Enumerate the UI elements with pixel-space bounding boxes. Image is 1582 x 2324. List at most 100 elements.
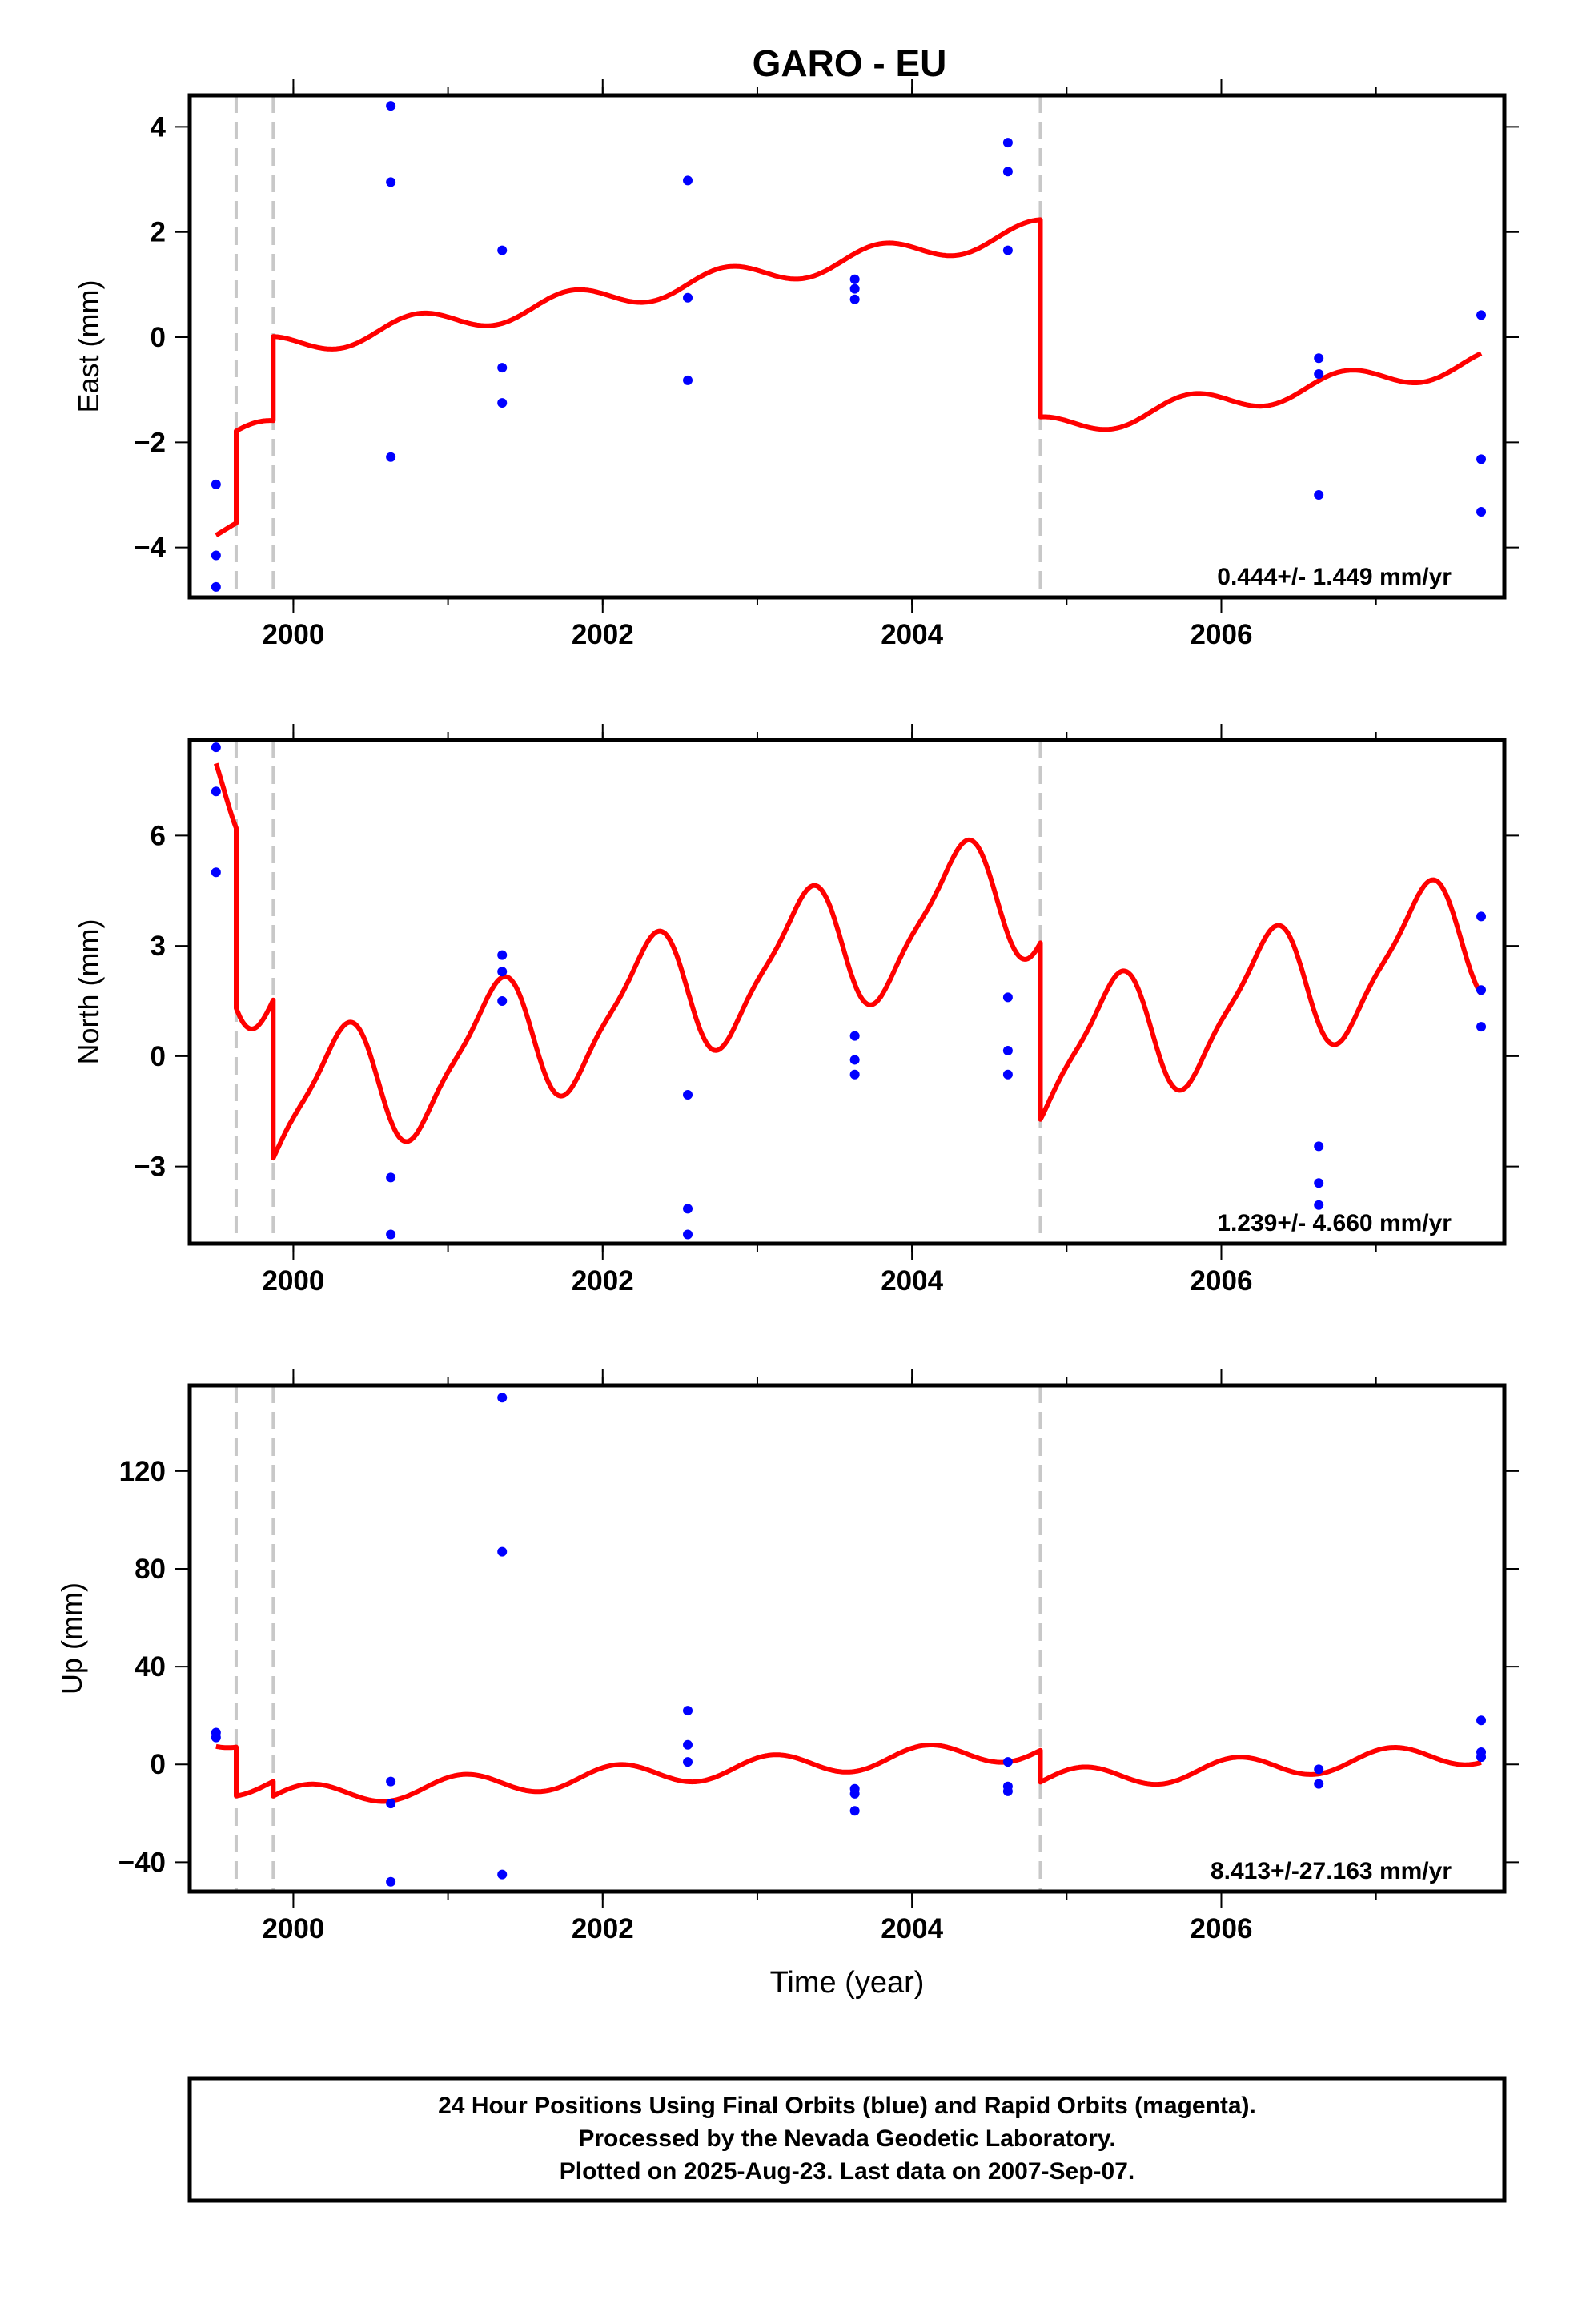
east-y-axis-label: East (mm) xyxy=(72,280,105,413)
north-xtick-label: 2004 xyxy=(881,1265,943,1297)
up-xtick-label: 2004 xyxy=(881,1913,943,1944)
east-data-point xyxy=(1476,506,1487,517)
up-plot-area xyxy=(211,1385,1487,1892)
up-data-point xyxy=(1314,1779,1324,1789)
east-data-point xyxy=(1002,167,1013,177)
north-data-point xyxy=(1314,1178,1324,1188)
panels: 2000 2002 2004 2006 −4 −2 0 2 4 0.444+/- 1.449 mm… xyxy=(55,79,1519,2000)
east-data-point xyxy=(497,363,508,373)
east-rate-label: 0.444+/- 1.449 mm/yr xyxy=(1217,564,1452,590)
north-data-point xyxy=(849,1055,860,1065)
north-frame xyxy=(187,738,1507,1246)
north-data-point xyxy=(497,950,508,960)
east-data-point xyxy=(1314,353,1324,364)
east-model-line xyxy=(215,217,1483,538)
north-data-point xyxy=(211,742,221,753)
north-data-point xyxy=(497,995,508,1006)
up-data-point xyxy=(1476,1715,1487,1726)
east-plot-area xyxy=(211,95,1487,597)
up-data-point xyxy=(1002,1786,1013,1796)
up-data-point xyxy=(683,1757,693,1767)
up-data-point xyxy=(1002,1757,1013,1767)
north-y-axis-label: North (mm) xyxy=(72,919,105,1065)
up-data-point xyxy=(497,1869,508,1880)
footer-box: 24 Hour Positions Using Final Orbits (bl… xyxy=(187,2076,1507,2203)
east-ytick-label: 0 xyxy=(151,322,166,353)
north-rate-label: 1.239+/- 4.660 mm/yr xyxy=(1217,1210,1452,1236)
north-xtick-label: 2000 xyxy=(262,1265,324,1297)
up-data-point xyxy=(386,1876,396,1887)
north-data-point xyxy=(1314,1200,1324,1210)
east-data-point xyxy=(1476,454,1487,464)
north-xtick-label: 2006 xyxy=(1191,1265,1253,1297)
up-data-point xyxy=(849,1806,860,1816)
north-data-point xyxy=(1002,1045,1013,1055)
up-y-axis-label: Up (mm) xyxy=(55,1582,88,1695)
east-data-point xyxy=(849,294,860,304)
up-xtick-label: 2002 xyxy=(572,1913,634,1944)
up-data-point xyxy=(1476,1752,1487,1763)
east-data-point xyxy=(211,479,221,489)
up-ytick-label: 40 xyxy=(135,1651,166,1683)
north-data-point xyxy=(1002,992,1013,1003)
north-data-point xyxy=(211,786,221,797)
north-data-point xyxy=(683,1090,693,1100)
north-data-point xyxy=(386,1172,396,1183)
north-ytick-label: 3 xyxy=(151,931,166,962)
up-x-axis-label: Time (year) xyxy=(770,1966,925,2000)
up-data-point xyxy=(211,1732,221,1743)
up-data-point xyxy=(386,1776,396,1787)
east-data-point xyxy=(1314,368,1324,379)
up-panel: 2000 2002 2004 2006 −40 0 40 80 120 8.413+/-27.16… xyxy=(55,1369,1519,2000)
east-data-point xyxy=(849,283,860,294)
east-ytick-label: −2 xyxy=(134,427,166,458)
up-ytick-label: 80 xyxy=(135,1554,166,1585)
up-data-point xyxy=(497,1546,508,1557)
north-data-point xyxy=(849,1069,860,1080)
north-data-point xyxy=(1476,911,1487,922)
footer-line-3: Plotted on 2025-Aug-23. Last data on 200… xyxy=(560,2158,1135,2185)
east-data-point xyxy=(683,375,693,385)
north-data-point xyxy=(1002,1069,1013,1080)
east-data-point xyxy=(1002,245,1013,255)
east-data-point xyxy=(211,550,221,561)
north-ytick-label: 6 xyxy=(151,820,166,851)
north-data-point xyxy=(683,1204,693,1214)
north-data-point xyxy=(386,1229,396,1240)
north-data-point xyxy=(1314,1141,1324,1152)
up-data-point xyxy=(386,1799,396,1809)
east-data-point xyxy=(1476,310,1487,320)
up-frame xyxy=(187,1383,1507,1894)
up-xtick-label: 2006 xyxy=(1191,1913,1253,1944)
east-data-point xyxy=(683,292,693,303)
east-data-point xyxy=(497,398,508,408)
footer-border xyxy=(187,2076,1507,2203)
up-rate-label: 8.413+/-27.163 mm/yr xyxy=(1211,1858,1452,1884)
east-frame xyxy=(187,93,1507,600)
north-data-point xyxy=(497,967,508,977)
up-data-point xyxy=(497,1393,508,1403)
up-ytick-label: 0 xyxy=(151,1749,166,1780)
north-data-point xyxy=(1476,985,1487,995)
north-panel: 2000 2002 2004 2006 −3 0 3 6 1.239+/- 4.660 mm/y… xyxy=(72,724,1519,1297)
up-data-point xyxy=(1314,1764,1324,1775)
footer-line-1: 24 Hour Positions Using Final Orbits (bl… xyxy=(438,2093,1256,2119)
east-data-point xyxy=(211,581,221,592)
north-xtick-label: 2002 xyxy=(572,1265,634,1297)
east-data-point xyxy=(683,175,693,186)
east-panel: 2000 2002 2004 2006 −4 −2 0 2 4 0.444+/- 1.449 mm… xyxy=(72,79,1519,650)
up-data-point xyxy=(683,1706,693,1716)
north-data-point xyxy=(1476,1022,1487,1032)
north-model-line xyxy=(213,762,1484,1161)
east-xtick-label: 2006 xyxy=(1191,619,1253,650)
up-ytick-label: 120 xyxy=(119,1456,166,1487)
up-xtick-label: 2000 xyxy=(262,1913,324,1944)
up-model-line xyxy=(215,1743,1483,1804)
up-ytick-label: −40 xyxy=(118,1847,166,1878)
east-data-point xyxy=(1002,138,1013,148)
east-data-point xyxy=(386,177,396,187)
east-data-point xyxy=(497,245,508,255)
north-plot-area xyxy=(211,740,1487,1244)
east-data-point xyxy=(386,452,396,462)
